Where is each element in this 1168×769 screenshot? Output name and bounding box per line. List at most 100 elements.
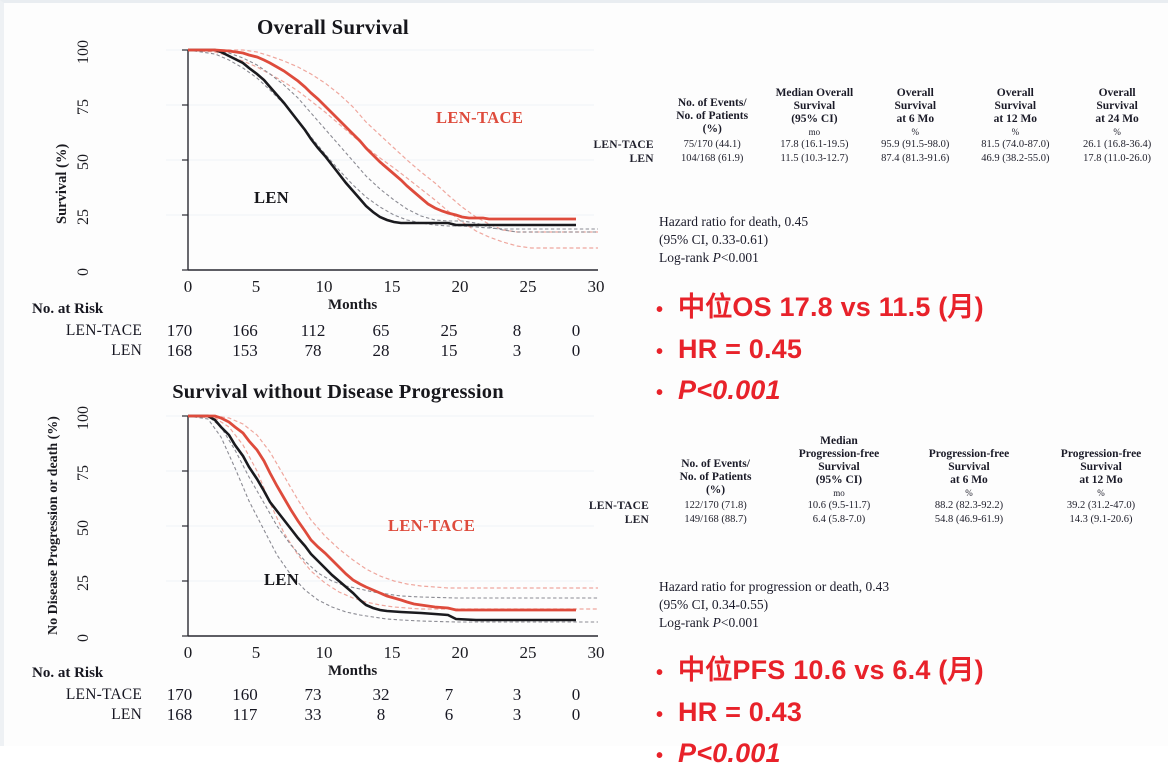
os-cell: 46.9 (38.2-55.0) [981,153,1050,165]
pfs-col-header-3: Progression-free Survival at 12 Mo % [1060,447,1142,498]
table-row: LEN 104/168 (61.9) 11.5 (10.3-12.7) 87.4… [576,152,1168,166]
y-tick-pfs-75: 75 [75,465,92,481]
os-bullets: • 中位OS 17.8 vs 11.5 (月) • HR = 0.45 • P<… [654,285,984,406]
os-col-header-1: Median Overall Survival (95% CI) mo [775,87,854,137]
series-label-len-pfs: LEN [264,570,299,589]
risk-cell: 3 [512,685,522,704]
risk-cell: 8 [376,705,386,724]
table-row: LEN-TACE 122/170 (71.8) 10.6 (9.5-11.7) … [576,499,1168,513]
bullet-dot: • [656,382,664,404]
x-tick-os-30: 30 [587,277,605,296]
table-header-row: No. of Events/ No. of Patients (%) Media… [576,435,1168,499]
x-tick-pfs-10: 10 [315,643,333,662]
os-col-header-4: Overall Survival at 24 Mo % [1095,87,1139,137]
pfs-row-group-0: LEN-TACE [588,499,650,512]
risk-cell: 168 [166,705,193,724]
table-row: LEN-TACE 75/170 (44.1) 17.8 (16.1-19.5) … [576,138,1168,152]
risk-heading-os: No. at Risk [32,301,104,317]
table-row: LEN 168 117 33 8 6 3 0 [32,705,601,725]
pfs-cell: 10.6 (9.5-11.7) [807,500,871,512]
os-cell: 75/170 (44.1) [683,139,741,151]
risk-cell: 0 [571,341,581,360]
pfs-cell: 122/170 (71.8) [684,500,747,512]
x-tick-pfs-5: 5 [251,643,261,662]
list-item: • P<0.001 [654,738,984,769]
risk-cell: 28 [372,341,390,360]
bullet-dot: • [656,704,664,726]
risk-cell: 25 [440,321,458,340]
risk-cell: 65 [372,321,390,340]
risk-cell: 32 [372,685,390,704]
pfs-col-header-1: Median Progression-free Survival (95% CI… [798,435,880,498]
table-header-row: No. of Events/ No. of Patients (%) Media… [576,87,1168,138]
pfs-cell: 88.2 (82.3-92.2) [934,500,1004,512]
x-tick-os-10: 10 [315,277,333,296]
chart-progression-free-survival: Survival without Disease Progression No … [28,375,608,679]
os-cell: 81.5 (74.0-87.0) [981,139,1050,151]
bullet-dot: • [656,662,664,684]
pfs-hazard-note: Hazard ratio for progression or death, 0… [659,578,889,631]
os-hazard-line-1: Hazard ratio for death, 0.45 [659,214,809,229]
y-axis-title-os: Survival (%) [54,143,70,224]
pfs-hazard-line-1: Hazard ratio for progression or death, 0… [659,579,890,594]
risk-cell: 7 [444,685,454,704]
os-cell: 11.5 (10.3-12.7) [780,153,849,165]
bullet-text: 中位OS 17.8 vs 11.5 (月) [678,292,984,322]
risk-cell: 78 [304,341,322,360]
chart-title-os: Overall Survival [257,15,409,39]
os-row-group-1: LEN [629,152,654,165]
x-tick-os-25: 25 [519,277,537,296]
pfs-stat-table: No. of Events/ No. of Patients (%) Media… [576,435,1168,527]
list-item: • 中位OS 17.8 vs 11.5 (月) [654,285,984,324]
x-tick-pfs-30: 30 [587,643,605,662]
risk-cell: 0 [571,321,581,340]
risk-table-pfs: No. at Risk LEN-TACE 170 160 73 32 7 3 0… [32,665,601,725]
risk-row-label-pfs-0: LEN-TACE [65,686,142,703]
os-cell: 104/168 (61.9) [680,153,744,165]
risk-cell: 15 [440,341,458,360]
table-row: LEN-TACE 170 166 112 65 25 8 0 [32,321,601,341]
risk-row-label-os-1: LEN [111,342,142,359]
series-label-len-tace-pfs: LEN-TACE [388,516,475,535]
y-axis-title-pfs: No Disease Progression or death (%) [46,416,61,635]
risk-cell: 112 [300,321,326,340]
x-ticks-os: 0 5 10 15 20 25 30 [184,277,606,301]
plot-area-os: LEN-TACE LEN [166,48,598,271]
chart-overall-survival: Overall Survival Survival (%) 100 75 50 … [28,9,608,313]
x-tick-os-20: 20 [451,277,469,296]
pfs-bullets: • 中位PFS 10.6 vs 6.4 (月) • HR = 0.43 • P<… [654,648,984,769]
risk-cell: 3 [512,705,522,724]
x-ticks-pfs: 0 5 10 15 20 25 30 [184,643,606,667]
bullet-text: HR = 0.45 [678,334,803,364]
pfs-col-header-2: Progression-free Survival at 6 Mo % [928,447,1010,498]
os-hazard-line-3: Log-rank P<0.001 [659,249,759,265]
risk-cell: 73 [304,685,322,704]
risk-cell: 0 [571,685,581,704]
risk-cell: 160 [232,685,258,704]
os-cell: 17.8 (11.0-26.0) [1083,153,1152,165]
y-tick-pfs-50: 50 [75,520,92,536]
os-cell: 87.4 (81.3-91.6) [881,153,950,165]
os-hazard-line-2: (95% CI, 0.33-0.61) [659,231,769,247]
y-tick-pfs-25: 25 [75,575,92,591]
os-stat-table: No. of Events/ No. of Patients (%) Media… [576,87,1168,166]
risk-cell: 170 [166,685,193,704]
pfs-col-header-0: No. of Events/ No. of Patients (%) [679,457,752,496]
list-item: • 中位PFS 10.6 vs 6.4 (月) [654,648,984,687]
table-row: LEN-TACE 170 160 73 32 7 3 0 [32,685,601,705]
y-tick-os-75: 75 [75,99,92,115]
y-tick-os-50: 50 [75,154,92,170]
series-label-len-tace-os: LEN-TACE [436,108,523,127]
os-cell: 17.8 (16.1-19.5) [780,139,849,151]
risk-cell: 170 [166,321,193,340]
pfs-hazard-line-3: Log-rank P<0.001 [659,614,759,630]
y-tick-pfs-0: 0 [75,634,92,642]
risk-cell: 33 [304,705,322,724]
risk-cell: 8 [512,321,522,340]
pfs-cell: 6.4 (5.8-7.0) [812,514,866,526]
risk-cell: 6 [444,705,454,724]
pfs-row-group-1: LEN [624,513,650,526]
list-item: • HR = 0.45 [654,334,984,365]
risk-cell: 153 [232,341,258,360]
